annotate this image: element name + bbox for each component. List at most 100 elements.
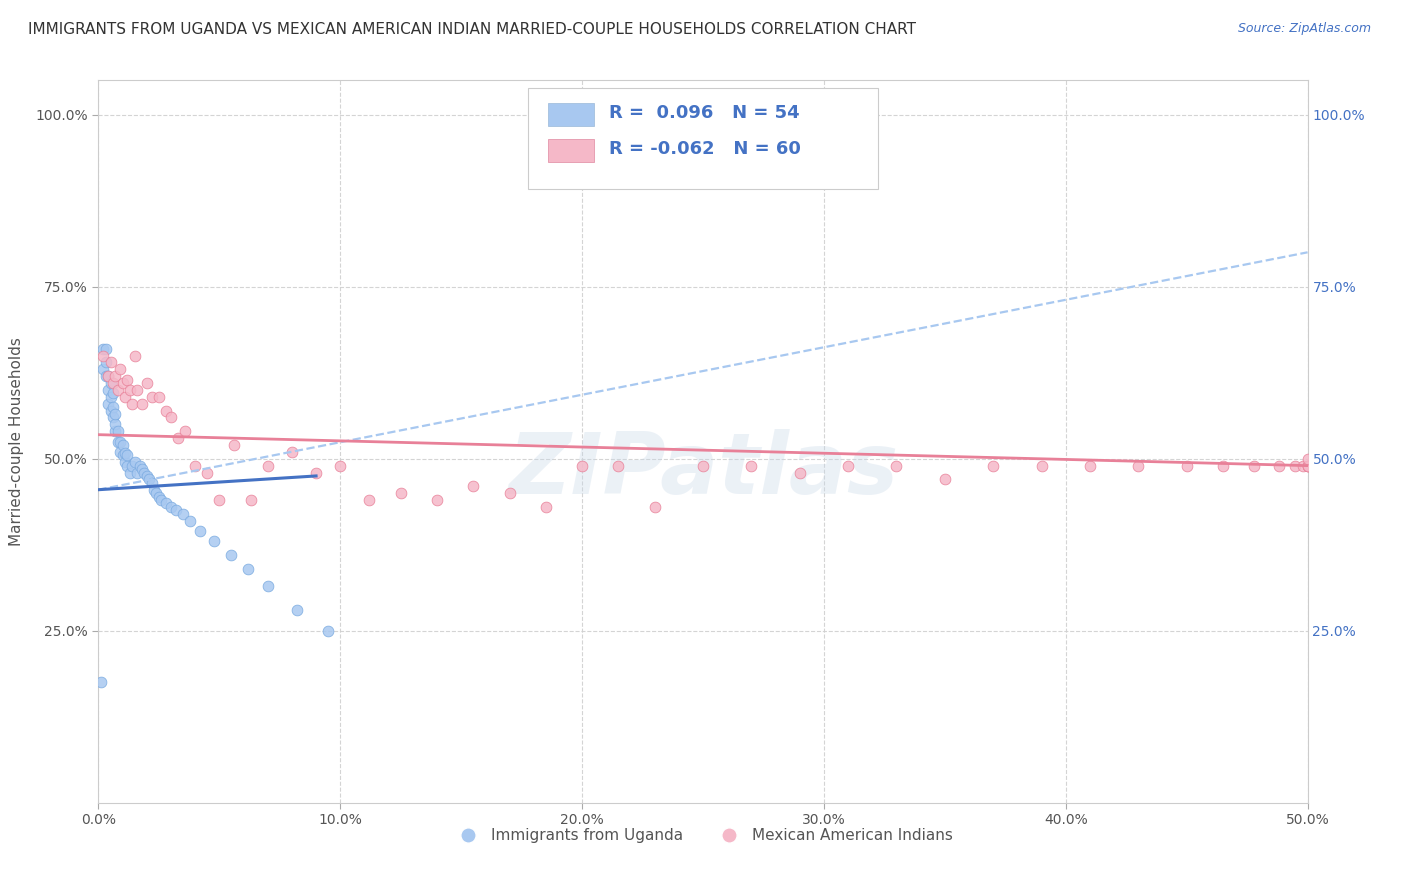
Point — [121, 458, 143, 473]
Point — [789, 466, 811, 480]
Point — [1175, 458, 1198, 473]
Point — [104, 417, 127, 432]
Point — [1212, 458, 1234, 473]
Point — [124, 455, 146, 469]
Point — [131, 397, 153, 411]
Point — [104, 369, 127, 384]
Point — [91, 362, 114, 376]
FancyBboxPatch shape — [527, 87, 879, 189]
Point — [127, 466, 149, 480]
FancyBboxPatch shape — [548, 139, 595, 162]
Point — [91, 342, 114, 356]
Point — [184, 458, 207, 473]
Point — [188, 524, 211, 538]
Point — [285, 603, 308, 617]
Point — [107, 424, 129, 438]
Point — [135, 469, 157, 483]
Point — [107, 383, 129, 397]
Text: R = -0.062   N = 60: R = -0.062 N = 60 — [609, 140, 800, 158]
Point — [239, 493, 262, 508]
Point — [607, 458, 630, 473]
Point — [837, 458, 859, 473]
Point — [305, 466, 328, 480]
Point — [281, 445, 304, 459]
Point — [174, 424, 197, 438]
Point — [141, 390, 163, 404]
Legend: Immigrants from Uganda, Mexican American Indians: Immigrants from Uganda, Mexican American… — [447, 822, 959, 849]
FancyBboxPatch shape — [548, 103, 595, 126]
Point — [195, 466, 218, 480]
Point — [1296, 458, 1319, 473]
Point — [256, 458, 278, 473]
Point — [134, 466, 156, 480]
Y-axis label: Married-couple Households: Married-couple Households — [10, 337, 24, 546]
Point — [145, 486, 167, 500]
Point — [143, 483, 166, 497]
Point — [1296, 451, 1319, 466]
Point — [1243, 458, 1265, 473]
Point — [534, 500, 557, 514]
Point — [172, 507, 194, 521]
Point — [463, 479, 485, 493]
Point — [644, 500, 666, 514]
Point — [97, 369, 120, 384]
Point — [91, 349, 114, 363]
Point — [104, 407, 127, 421]
Point — [107, 434, 129, 449]
Point — [165, 503, 187, 517]
Point — [167, 431, 190, 445]
Point — [104, 424, 127, 438]
Point — [114, 446, 136, 460]
Point — [101, 400, 124, 414]
Point — [131, 462, 153, 476]
Point — [114, 390, 136, 404]
Point — [108, 434, 131, 449]
Point — [238, 562, 260, 576]
Point — [222, 438, 245, 452]
Point — [100, 403, 122, 417]
Point — [740, 458, 762, 473]
Point — [886, 458, 908, 473]
Point — [111, 438, 134, 452]
Point — [389, 486, 412, 500]
Text: Source: ZipAtlas.com: Source: ZipAtlas.com — [1237, 22, 1371, 36]
Point — [1031, 458, 1053, 473]
Point — [111, 448, 134, 462]
Point — [692, 458, 714, 473]
Point — [179, 514, 201, 528]
Point — [124, 349, 146, 363]
Point — [114, 455, 136, 469]
Point — [155, 403, 177, 417]
Point — [160, 500, 183, 514]
Point — [150, 493, 173, 508]
Point — [148, 490, 170, 504]
Point — [208, 493, 231, 508]
Point — [97, 397, 120, 411]
Point — [94, 369, 117, 384]
Text: R =  0.096   N = 54: R = 0.096 N = 54 — [609, 103, 799, 122]
Point — [138, 472, 160, 486]
Point — [117, 448, 139, 462]
Point — [359, 493, 381, 508]
Point — [426, 493, 449, 508]
Point — [128, 458, 150, 473]
Point — [117, 373, 139, 387]
Point — [1296, 458, 1319, 473]
Point — [204, 534, 226, 549]
Point — [101, 376, 124, 390]
Point — [148, 390, 170, 404]
Point — [118, 383, 141, 397]
Point — [121, 397, 143, 411]
Point — [101, 410, 124, 425]
Point — [117, 458, 139, 473]
Point — [111, 376, 134, 390]
Point — [141, 475, 163, 490]
Point — [1296, 458, 1319, 473]
Point — [1078, 458, 1101, 473]
Point — [94, 355, 117, 369]
Text: IMMIGRANTS FROM UGANDA VS MEXICAN AMERICAN INDIAN MARRIED-COUPLE HOUSEHOLDS CORR: IMMIGRANTS FROM UGANDA VS MEXICAN AMERIC… — [28, 22, 917, 37]
Point — [1284, 458, 1306, 473]
Point — [135, 376, 157, 390]
Point — [498, 486, 520, 500]
Point — [160, 410, 183, 425]
